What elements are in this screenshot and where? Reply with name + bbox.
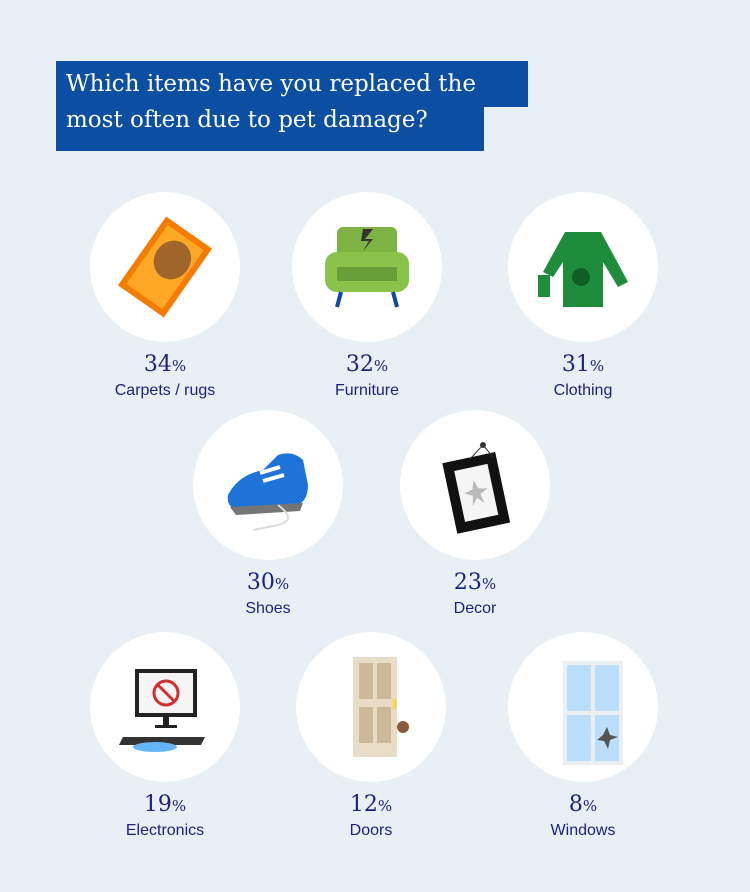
picture-frame-icon <box>442 442 511 534</box>
title-line-1: Which items have you replaced the <box>56 61 528 107</box>
computer-icon <box>119 669 205 752</box>
stat-furniture: 32% Furniture <box>292 192 442 400</box>
stat-clothing: 31% Clothing <box>508 192 658 400</box>
stat-windows: 8% Windows <box>508 632 658 840</box>
stat-carpets: 34% Carpets / rugs <box>90 192 240 400</box>
armchair-icon <box>325 227 409 308</box>
door-icon <box>353 657 409 757</box>
window-icon <box>563 661 623 765</box>
stat-shoes: 30% Shoes <box>193 410 343 618</box>
rug-icon <box>117 216 213 318</box>
stat-decor: 23% Decor <box>400 410 550 618</box>
shoe-icon <box>227 453 308 531</box>
title-line-2: most often due to pet damage? <box>56 101 484 151</box>
sweater-icon <box>538 232 628 307</box>
stat-doors: 12% Doors <box>296 632 446 840</box>
stat-electronics: 19% Electronics <box>90 632 240 840</box>
